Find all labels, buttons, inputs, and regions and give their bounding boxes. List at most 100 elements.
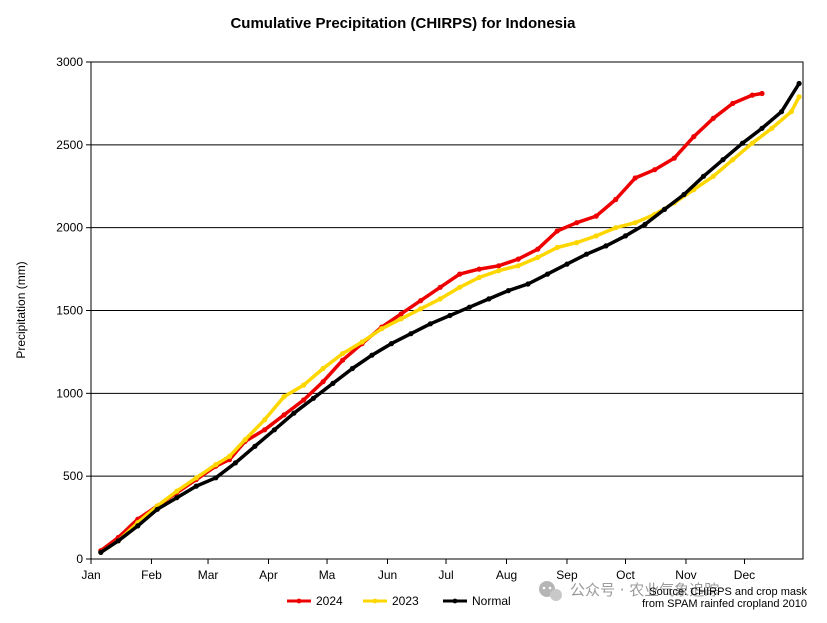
point-normal [427, 321, 433, 327]
x-tick-label: Ma [319, 568, 336, 582]
series-line-2023 [99, 95, 801, 555]
point-normal [310, 395, 316, 401]
point-2024 [398, 311, 404, 317]
point-normal [544, 271, 551, 277]
point-normal [154, 506, 160, 512]
y-axis: 0 500 1000 1500 2000 2500 3000 [56, 55, 91, 566]
point-normal [330, 380, 336, 386]
legend-marker [296, 598, 302, 604]
series-normal [98, 80, 802, 556]
point-2023 [710, 173, 716, 179]
point-normal [700, 173, 707, 179]
point-normal [349, 365, 355, 372]
point-2023 [359, 339, 365, 345]
x-tick-label: Jan [81, 568, 100, 582]
point-normal [583, 251, 590, 257]
legend-label: 2024 [316, 594, 343, 608]
point-2023 [262, 417, 268, 423]
point-2023 [437, 296, 443, 302]
chart-title: Cumulative Precipitation (CHIRPS) for In… [230, 15, 576, 32]
point-2024 [496, 263, 502, 269]
x-tick-label: Mar [198, 568, 219, 582]
x-tick-label: Jul [438, 568, 453, 582]
point-2024 [476, 266, 482, 272]
point-2023 [796, 94, 802, 100]
point-normal [564, 261, 570, 267]
point-normal [369, 352, 375, 358]
point-2024 [593, 213, 599, 219]
point-2023 [379, 326, 385, 332]
point-2023 [340, 351, 346, 357]
point-2024 [671, 155, 677, 161]
point-2024 [515, 256, 521, 262]
point-2024 [262, 427, 268, 433]
point-normal [271, 427, 277, 433]
point-normal [408, 331, 414, 337]
point-2023 [613, 225, 619, 231]
legend-marker [372, 598, 378, 604]
point-2023 [554, 244, 560, 251]
y-tick-label: 500 [63, 469, 83, 483]
point-2023 [574, 240, 580, 246]
point-normal [486, 296, 492, 302]
legend-label: 2023 [392, 594, 419, 608]
point-2024 [632, 175, 638, 181]
x-tick-label: Sep [556, 568, 578, 582]
point-normal [388, 341, 394, 347]
point-2024 [281, 412, 287, 418]
point-2023 [788, 109, 794, 115]
x-tick-label: Feb [141, 568, 162, 582]
point-2023 [476, 274, 482, 280]
point-2024 [535, 246, 541, 252]
point-2023 [242, 437, 248, 443]
point-normal [115, 538, 121, 544]
watermark: 公众号 · 农业气象追踪 [539, 581, 719, 601]
x-tick-label: Dec [734, 568, 755, 582]
point-normal [193, 483, 199, 489]
point-2024 [457, 271, 463, 277]
point-2023 [769, 125, 775, 131]
point-2023 [593, 233, 599, 239]
point-2024 [340, 357, 346, 363]
point-2024 [613, 196, 619, 203]
point-normal [759, 125, 765, 131]
point-2024 [730, 100, 736, 106]
point-2024 [418, 298, 424, 304]
x-tick-label: Aug [496, 568, 517, 582]
legend-item-normal: Normal [443, 594, 511, 608]
series-2023 [98, 94, 802, 556]
point-2024 [652, 167, 658, 173]
x-tick-label: Nov [675, 568, 696, 582]
point-2024 [759, 90, 765, 97]
point-normal [622, 233, 629, 239]
point-2023 [301, 382, 307, 388]
x-tick-label: Jun [378, 568, 397, 582]
legend-item-2024: 2024 [287, 594, 343, 608]
point-2023 [213, 462, 219, 468]
point-2023 [398, 316, 404, 322]
point-normal [681, 191, 687, 198]
y-axis-label: Precipitation (mm) [14, 261, 28, 358]
point-2023 [515, 263, 521, 269]
point-normal [291, 410, 297, 416]
y-tick-label: 1500 [56, 304, 83, 318]
point-2023 [193, 475, 199, 481]
point-2024 [691, 134, 697, 140]
point-normal [505, 288, 511, 294]
grid-lines [91, 144, 803, 477]
point-2024 [710, 115, 716, 121]
point-normal [739, 140, 746, 146]
source-line-2: from SPAM rainfed cropland 2010 [642, 598, 807, 610]
point-2023 [320, 365, 326, 372]
y-tick-label: 2000 [56, 221, 83, 235]
point-normal [466, 304, 472, 310]
point-2023 [535, 254, 541, 261]
point-normal [796, 80, 802, 87]
y-tick-label: 3000 [56, 55, 83, 69]
point-2023 [418, 306, 424, 312]
source-line-1: Source: CHIRPS and crop mask [649, 586, 807, 598]
point-normal [98, 549, 104, 556]
legend-item-2023: 2023 [363, 594, 419, 608]
point-normal [642, 221, 648, 227]
